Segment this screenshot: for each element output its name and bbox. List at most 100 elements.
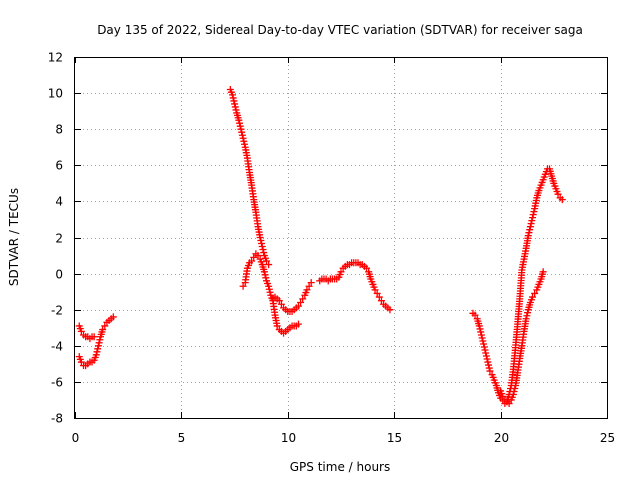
data-point (522, 315, 530, 323)
data-point (528, 217, 536, 225)
data-point (259, 246, 267, 254)
x-tick-label: 5 (178, 431, 186, 445)
data-point (248, 257, 256, 265)
data-point (228, 91, 236, 99)
data-point (529, 214, 537, 222)
x-tick-label: 0 (72, 431, 80, 445)
data-point (485, 364, 493, 372)
y-tick-label: -4 (51, 340, 63, 354)
y-tick-label: 12 (48, 51, 63, 65)
data-point (294, 302, 302, 310)
data-point (265, 285, 273, 293)
data-point (229, 94, 237, 102)
data-point (299, 295, 307, 303)
data-point (303, 286, 311, 294)
data-point (539, 268, 547, 276)
data-point (484, 358, 492, 366)
y-tick-label: 10 (48, 87, 63, 101)
data-point (237, 125, 245, 133)
data-point (531, 289, 539, 297)
data-point (236, 119, 244, 127)
grid (75, 57, 607, 418)
x-tick-label: 15 (387, 431, 402, 445)
data-point (92, 351, 100, 359)
data-point (479, 337, 487, 345)
data-point (231, 103, 239, 111)
data-point (307, 279, 315, 287)
data-point (482, 349, 490, 357)
series-seg-d2 (497, 268, 547, 408)
data-series (75, 85, 566, 408)
data-point (505, 400, 513, 408)
x-tick-label: 25 (600, 431, 615, 445)
data-point (499, 392, 507, 400)
data-point (94, 345, 102, 353)
data-point (477, 331, 485, 339)
series-seg-b3 (269, 279, 315, 316)
data-point (526, 226, 534, 234)
data-point (90, 333, 98, 341)
data-point (305, 282, 313, 290)
data-point (480, 340, 488, 348)
axis-ticks: 0 5 10 15 20 25 -8 -6 -4 -2 0 2 4 6 8 10 12 (48, 51, 615, 446)
data-point (375, 293, 383, 301)
series-seg-a1 (75, 322, 98, 343)
data-point (471, 311, 479, 319)
data-point (525, 229, 533, 237)
x-axis-label: GPS time / hours (290, 460, 391, 474)
data-point (265, 261, 273, 269)
data-point (263, 257, 271, 265)
data-point (363, 264, 371, 272)
data-point (265, 282, 273, 290)
data-point (527, 220, 535, 228)
data-point (509, 391, 517, 399)
data-point (260, 268, 268, 276)
y-axis-label: SDTVAR / TECUs (7, 188, 21, 286)
data-point (236, 122, 244, 130)
data-point (254, 252, 262, 260)
y-tick-label: 0 (55, 268, 63, 282)
data-point (241, 140, 249, 148)
data-point (477, 328, 485, 336)
data-point (524, 232, 532, 240)
data-point (238, 128, 246, 136)
y-tick-label: -2 (51, 304, 63, 318)
data-point (478, 334, 486, 342)
data-point (239, 134, 247, 142)
y-tick-label: -8 (51, 412, 63, 426)
data-point (99, 326, 107, 334)
data-point (554, 190, 562, 198)
series-seg-c (316, 259, 394, 314)
y-tick-label: 4 (55, 195, 63, 209)
data-point (297, 298, 305, 306)
data-point (96, 336, 104, 344)
data-point (262, 274, 270, 282)
series-seg-b1 (226, 85, 273, 269)
data-point (526, 223, 534, 231)
data-point (94, 342, 102, 350)
data-point (371, 286, 379, 294)
data-point (95, 339, 103, 347)
data-point (77, 327, 85, 335)
data-point (257, 237, 265, 245)
y-tick-label: 8 (55, 123, 63, 137)
data-point (377, 297, 385, 305)
data-point (386, 306, 394, 314)
data-point (109, 313, 117, 321)
data-point (238, 131, 246, 139)
data-point (294, 320, 302, 328)
series-seg-a2 (75, 313, 117, 370)
data-point (529, 211, 537, 219)
data-point (93, 348, 101, 356)
data-point (529, 293, 537, 301)
data-point (481, 346, 489, 354)
data-point (232, 106, 240, 114)
plot-frame (74, 57, 608, 419)
data-point (476, 325, 484, 333)
data-point (483, 355, 491, 363)
data-point (373, 289, 381, 297)
data-point (337, 268, 345, 276)
y-tick-label: 6 (55, 159, 63, 173)
data-point (530, 208, 538, 216)
